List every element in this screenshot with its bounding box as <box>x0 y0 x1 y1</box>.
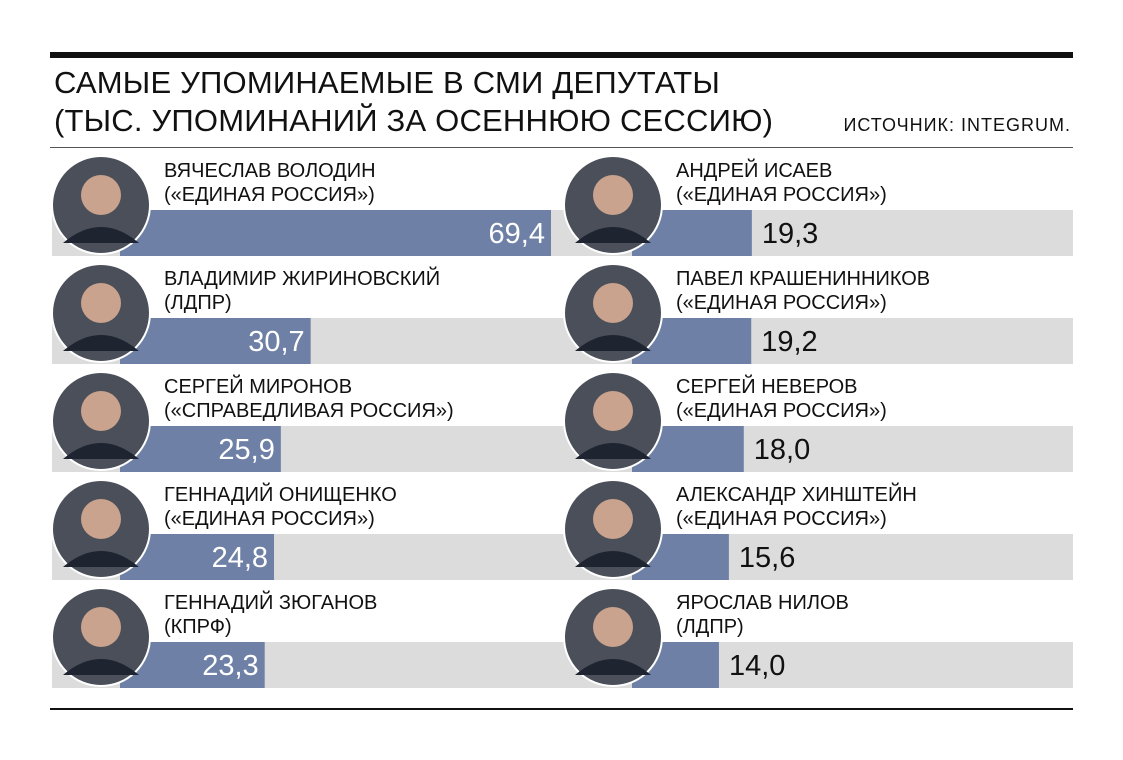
portrait-face <box>593 499 633 539</box>
portrait-face <box>593 175 633 215</box>
portrait-suit <box>575 659 651 675</box>
header-rule <box>50 147 1073 148</box>
bar-value-label: 30,7 <box>248 326 304 358</box>
portrait-face <box>593 283 633 323</box>
portrait-suit <box>63 335 139 351</box>
deputy-party: («ЕДИНАЯ РОССИЯ») <box>676 508 887 530</box>
bar-value-label: 25,9 <box>218 434 274 466</box>
bar-value-label: 18,0 <box>754 434 810 466</box>
bar-value-label: 69,4 <box>489 218 545 250</box>
portrait-face <box>81 499 121 539</box>
portrait-suit <box>63 227 139 243</box>
deputy-name: ГЕННАДИЙ ОНИЩЕНКО <box>164 482 397 506</box>
deputy-name: ГЕННАДИЙ ЗЮГАНОВ <box>164 590 377 614</box>
deputy-name: АЛЕКСАНДР ХИНШТЕЙН <box>676 482 917 506</box>
top-rule <box>50 52 1073 58</box>
portrait-face <box>81 391 121 431</box>
deputy-party: («СПРАВЕДЛИВАЯ РОССИЯ») <box>164 400 454 422</box>
bar <box>120 318 311 364</box>
bar-value-label: 19,3 <box>762 218 818 250</box>
bar-value-label: 24,8 <box>212 542 268 574</box>
portrait-suit <box>63 659 139 675</box>
deputy-name: ЯРОСЛАВ НИЛОВ <box>676 592 849 614</box>
deputy-name: АНДРЕЙ ИСАЕВ <box>676 158 832 182</box>
deputy-party: («ЕДИНАЯ РОССИЯ») <box>164 184 375 206</box>
deputy-party: (ЛДПР) <box>164 292 232 314</box>
portrait-suit <box>575 551 651 567</box>
deputy-name: ВЛАДИМИР ЖИРИНОВСКИЙ <box>164 266 440 290</box>
deputy-party: («ЕДИНАЯ РОССИЯ») <box>164 508 375 530</box>
portrait-face <box>81 607 121 647</box>
portrait-suit <box>575 227 651 243</box>
deputy-party: (КПРФ) <box>164 616 232 638</box>
chart-title-line-1: САМЫЕ УПОМИНАЕМЫЕ В СМИ ДЕПУТАТЫ <box>54 65 721 100</box>
bar-value-label: 23,3 <box>202 650 258 682</box>
bar-value-label: 14,0 <box>729 650 785 682</box>
portrait-face <box>81 283 121 323</box>
portrait-suit <box>575 335 651 351</box>
deputy-name: ВЯЧЕСЛАВ ВОЛОДИН <box>164 160 376 182</box>
portrait-suit <box>575 443 651 459</box>
deputy-name: ПАВЕЛ КРАШЕНИННИКОВ <box>676 268 930 290</box>
deputy-party: (ЛДПР) <box>676 616 744 638</box>
bar <box>120 210 551 256</box>
deputy-name: СЕРГЕЙ НЕВЕРОВ <box>676 374 857 398</box>
source-note: ИСТОЧНИК: INTEGRUM. <box>843 115 1071 135</box>
bar-value-label: 19,2 <box>761 326 817 358</box>
portrait-suit <box>63 551 139 567</box>
portrait-face <box>593 607 633 647</box>
chart-title-line-2: (ТЫС. УПОМИНАНИЙ ЗА ОСЕННЮЮ СЕССИЮ) <box>54 103 774 138</box>
deputy-party: («ЕДИНАЯ РОССИЯ») <box>676 184 887 206</box>
deputy-party: («ЕДИНАЯ РОССИЯ») <box>676 400 887 422</box>
portrait-face <box>593 391 633 431</box>
portrait-suit <box>63 443 139 459</box>
deputy-name: СЕРГЕЙ МИРОНОВ <box>164 374 352 398</box>
bar-value-label: 15,6 <box>739 542 795 574</box>
portrait-face <box>81 175 121 215</box>
deputy-party: («ЕДИНАЯ РОССИЯ») <box>676 292 887 314</box>
bottom-rule <box>50 708 1073 710</box>
